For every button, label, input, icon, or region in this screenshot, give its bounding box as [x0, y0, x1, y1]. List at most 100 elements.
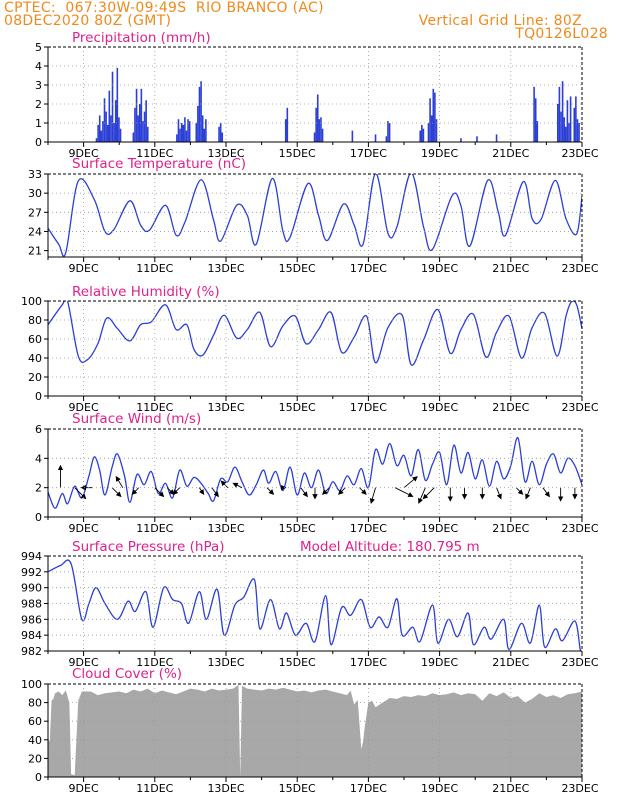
x-tick-label: 17DEC	[350, 522, 387, 535]
wind-arrow	[403, 476, 418, 489]
y-tick-label: 992	[21, 566, 42, 579]
precip-bar	[119, 128, 122, 142]
x-tick-label: 15DEC	[279, 147, 316, 160]
wind-arrow	[220, 480, 229, 488]
cloud-panel: Cloud Cover (%) 0 20 40 60 80 100 9DEC 11DEC 13DE…	[21, 666, 599, 795]
precip-bar	[137, 115, 139, 142]
y-tick-label: 5	[35, 41, 42, 54]
precip-bar	[320, 117, 322, 142]
precip-bar	[460, 138, 462, 142]
precip-bar	[180, 123, 183, 142]
precip-bar	[432, 88, 435, 142]
precip-bar	[200, 81, 202, 142]
x-tick-label: 21DEC	[492, 262, 529, 275]
precip-bar	[560, 111, 562, 142]
y-tick-label: 2	[35, 98, 42, 111]
y-tick-label: 40	[28, 734, 42, 747]
precip-bar	[108, 90, 111, 142]
y-tick-label: 0	[35, 771, 42, 784]
cloud-data	[48, 684, 582, 777]
precip-bar	[558, 86, 561, 142]
y-tick-label: 994	[21, 550, 42, 563]
wind-arrow	[111, 487, 122, 498]
precip-bar	[135, 88, 138, 142]
rh-panel: Relative Humidity (%) 0 20 40 60 80 100 9DEC 11D…	[21, 284, 599, 414]
x-tick-label: 13DEC	[207, 262, 244, 275]
rh-data	[48, 301, 582, 366]
precip-bar	[116, 67, 119, 142]
y-tick-label: 27	[28, 206, 42, 219]
precip-bar	[188, 121, 191, 142]
precip-bar	[105, 111, 107, 142]
precip-bar	[114, 100, 117, 142]
precip-bar	[421, 124, 423, 142]
wind-arrow	[232, 482, 243, 489]
wind-arrow	[525, 487, 531, 500]
wind-arrow	[172, 487, 181, 495]
precip-bar	[387, 121, 389, 142]
precip-bar	[284, 119, 287, 142]
x-tick-label: 17DEC	[350, 147, 387, 160]
y-tick-label: 0	[35, 511, 42, 524]
pressure-data	[48, 559, 582, 651]
precip-bar	[111, 71, 114, 142]
precip-bar	[219, 123, 222, 142]
run-date-header: 08DEC2020 80Z (GMT)	[4, 13, 172, 29]
precip-bar	[97, 124, 99, 142]
wind-arrow	[154, 487, 165, 498]
precip-bar	[286, 107, 289, 142]
precip-bar	[187, 119, 189, 142]
wind-arrow	[369, 487, 376, 504]
precip-bar	[140, 88, 143, 142]
x-tick-label: 15DEC	[279, 262, 316, 275]
x-tick-label: 17DEC	[350, 262, 387, 275]
pressure-series-line	[48, 559, 582, 651]
y-tick-label: 24	[28, 225, 42, 238]
y-tick-label: 4	[35, 60, 42, 73]
y-tick-label: 990	[21, 582, 42, 595]
y-tick-label: 33	[28, 168, 42, 181]
temp-panel: Surface Temperature (nC) 21 24 27 30 33 9DEC 11…	[28, 156, 599, 275]
y-tick-label: 3	[35, 79, 42, 92]
x-tick-label: 17DEC	[350, 656, 387, 669]
precip-bar	[430, 115, 433, 142]
y-tick-label: 80	[28, 314, 42, 327]
y-tick-label: 40	[28, 352, 42, 365]
precip-bar	[195, 123, 198, 142]
precip-bar	[201, 115, 204, 142]
precip-bar	[575, 96, 577, 142]
x-tick-label: 9DEC	[69, 656, 99, 669]
precip-bar	[176, 134, 178, 142]
pressure-annotation: Model Altitude: 180.795 m	[300, 539, 480, 555]
pressure-title: Surface Pressure (hPa)	[72, 539, 225, 555]
x-tick-label: 21DEC	[492, 522, 529, 535]
model-code: TQ0126L028	[515, 26, 608, 42]
wind-title: Surface Wind (m/s)	[72, 411, 201, 427]
rh-series-line	[48, 301, 582, 366]
rh-title: Relative Humidity (%)	[72, 284, 220, 300]
y-tick-label: 60	[28, 333, 42, 346]
x-tick-label: 23DEC	[561, 656, 598, 669]
precip-bar	[218, 126, 220, 142]
x-tick-label: 13DEC	[207, 522, 244, 535]
wind-arrow	[422, 487, 435, 500]
precip-bar	[118, 117, 120, 142]
wind-arrow	[418, 487, 426, 504]
x-tick-label: 19DEC	[421, 782, 458, 795]
x-tick-label: 19DEC	[421, 656, 458, 669]
x-tick-label: 15DEC	[279, 656, 316, 669]
temp-series-line	[48, 174, 582, 257]
wind-arrow	[74, 487, 87, 500]
y-tick-label: 4	[35, 452, 42, 465]
y-tick-label: 60	[28, 715, 42, 728]
precip-bar	[534, 98, 537, 142]
wind-arrow	[266, 487, 275, 495]
x-tick-label: 21DEC	[492, 656, 529, 669]
pressure-panel: Surface Pressure (hPa) Model Altitude: 18…	[21, 539, 599, 669]
x-tick-label: 19DEC	[421, 262, 458, 275]
precip-bar	[561, 81, 564, 142]
precip-bar	[100, 130, 103, 142]
y-tick-label: 100	[21, 678, 42, 691]
x-tick-label: 11DEC	[136, 401, 173, 414]
x-tick-label: 17DEC	[350, 782, 387, 795]
